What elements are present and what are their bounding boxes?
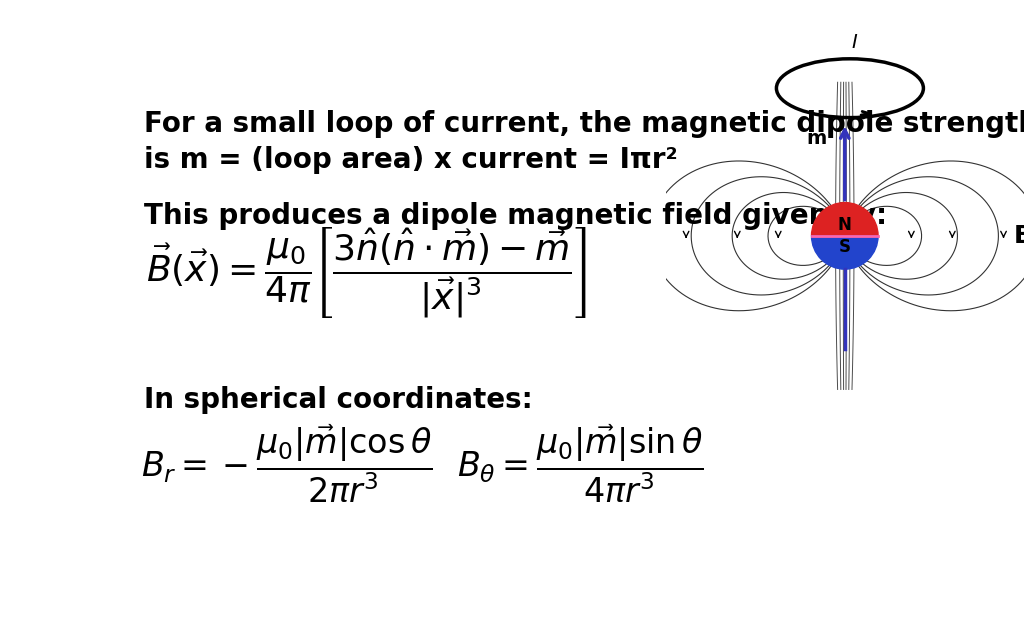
Text: I: I <box>851 33 857 52</box>
Text: This produces a dipole magnetic field given by:: This produces a dipole magnetic field gi… <box>143 202 887 230</box>
Text: In spherical coordinates:: In spherical coordinates: <box>143 386 532 414</box>
Text: $B_r=-\dfrac{\mu_0|\vec{m}|\cos\theta}{2\pi r^3}$: $B_r=-\dfrac{\mu_0|\vec{m}|\cos\theta}{2… <box>141 422 432 505</box>
Text: For a small loop of current, the magnetic dipole strength: For a small loop of current, the magneti… <box>143 110 1024 137</box>
Text: S: S <box>839 238 851 256</box>
Wedge shape <box>811 203 878 236</box>
Text: m: m <box>807 129 826 148</box>
Text: $\vec{B}(\vec{x})=\dfrac{\mu_0}{4\pi}\left[\dfrac{3\hat{n}(\hat{n}\cdot\vec{m})-: $\vec{B}(\vec{x})=\dfrac{\mu_0}{4\pi}\le… <box>145 224 587 319</box>
Wedge shape <box>811 236 878 269</box>
Text: B: B <box>1014 224 1024 248</box>
Text: is m = (loop area) x current = Iπr²: is m = (loop area) x current = Iπr² <box>143 146 678 174</box>
Text: N: N <box>838 215 852 234</box>
Text: $B_\theta=\dfrac{\mu_0|\vec{m}|\sin\theta}{4\pi r^3}$: $B_\theta=\dfrac{\mu_0|\vec{m}|\sin\thet… <box>457 422 703 505</box>
